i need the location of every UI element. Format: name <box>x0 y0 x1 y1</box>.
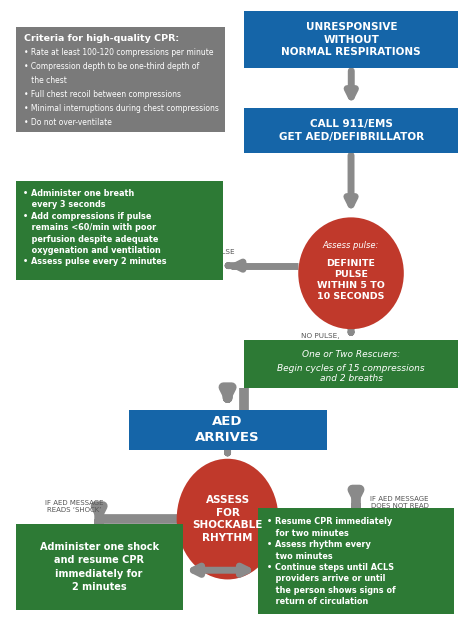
Text: Administer one shock
and resume CPR
immediately for
2 minutes: Administer one shock and resume CPR imme… <box>40 542 159 592</box>
Text: CALL 911/EMS
GET AED/DEFIBRILLATOR: CALL 911/EMS GET AED/DEFIBRILLATOR <box>279 119 424 142</box>
FancyBboxPatch shape <box>128 410 327 450</box>
Text: IF AED MESSAGE
READS ‘SHOCK’: IF AED MESSAGE READS ‘SHOCK’ <box>45 500 104 513</box>
Text: WEAK PULSE: WEAK PULSE <box>188 249 235 255</box>
Text: • Full chest recoil between compressions: • Full chest recoil between compressions <box>24 91 181 100</box>
Text: • Minimal interruptions during chest compressions: • Minimal interruptions during chest com… <box>24 104 219 114</box>
FancyBboxPatch shape <box>258 508 454 614</box>
Text: the chest: the chest <box>24 77 67 85</box>
FancyBboxPatch shape <box>16 27 225 131</box>
Text: • Administer one breath
   every 3 seconds
• Add compressions if pulse
   remain: • Administer one breath every 3 seconds … <box>23 189 166 267</box>
Ellipse shape <box>298 218 404 329</box>
Ellipse shape <box>177 459 278 579</box>
FancyBboxPatch shape <box>244 340 458 388</box>
Text: Assess pulse:: Assess pulse: <box>323 241 379 250</box>
FancyBboxPatch shape <box>244 11 458 68</box>
Text: One or Two Rescuers:: One or Two Rescuers: <box>302 350 401 359</box>
Text: • Do not over-ventilate: • Do not over-ventilate <box>24 118 112 127</box>
Text: Begin cycles of 15 compressions
and 2 breaths: Begin cycles of 15 compressions and 2 br… <box>277 364 425 383</box>
Text: • Resume CPR immediately
   for two minutes
• Assess rhythm every
   two minutes: • Resume CPR immediately for two minutes… <box>267 517 395 606</box>
Text: ASSESS
FOR
SHOCKABLE
RHYTHM: ASSESS FOR SHOCKABLE RHYTHM <box>192 496 263 543</box>
Text: DEFINITE
PULSE
WITHIN 5 TO
10 SECONDS: DEFINITE PULSE WITHIN 5 TO 10 SECONDS <box>317 259 385 300</box>
FancyBboxPatch shape <box>244 108 458 152</box>
Text: AED
ARRIVES: AED ARRIVES <box>195 415 260 444</box>
Text: IF AED MESSAGE
DOES NOT READ
‘SHOCK’: IF AED MESSAGE DOES NOT READ ‘SHOCK’ <box>370 496 429 516</box>
Text: UNRESPONSIVE
WITHOUT
NORMAL RESPIRATIONS: UNRESPONSIVE WITHOUT NORMAL RESPIRATIONS <box>282 22 421 57</box>
FancyBboxPatch shape <box>16 181 223 279</box>
Text: • Rate at least 100-120 compressions per minute: • Rate at least 100-120 compressions per… <box>24 48 213 57</box>
Text: NO PULSE,
OR UNSURE: NO PULSE, OR UNSURE <box>301 334 344 346</box>
Text: • Compression depth to be one-third depth of: • Compression depth to be one-third dept… <box>24 63 199 71</box>
FancyBboxPatch shape <box>16 524 183 610</box>
Text: Criteria for high-quality CPR:: Criteria for high-quality CPR: <box>24 34 179 43</box>
